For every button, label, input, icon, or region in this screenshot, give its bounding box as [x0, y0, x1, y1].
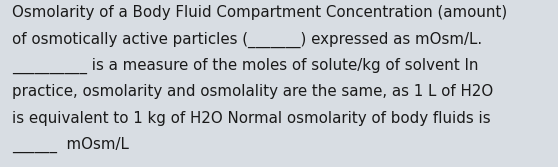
Text: Osmolarity of a Body Fluid Compartment Concentration (amount): Osmolarity of a Body Fluid Compartment C…: [12, 5, 508, 20]
Text: ______  mOsm/L: ______ mOsm/L: [12, 137, 129, 153]
Text: is equivalent to 1 kg of H2O Normal osmolarity of body fluids is: is equivalent to 1 kg of H2O Normal osmo…: [12, 111, 491, 126]
Text: __________ is a measure of the moles of solute/kg of solvent In: __________ is a measure of the moles of …: [12, 58, 479, 74]
Text: of osmotically active particles (_______) expressed as mOsm/L.: of osmotically active particles (_______…: [12, 31, 483, 48]
Text: practice, osmolarity and osmolality are the same, as 1 L of H2O: practice, osmolarity and osmolality are …: [12, 84, 493, 99]
